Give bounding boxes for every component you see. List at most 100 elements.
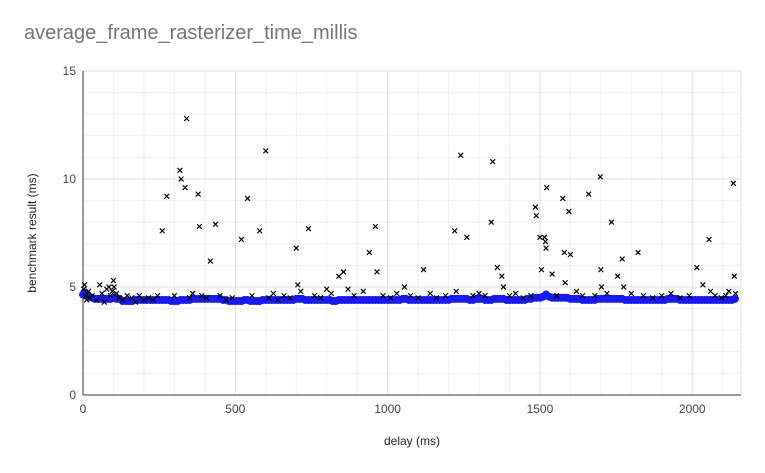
sample-point	[543, 184, 550, 191]
x-tick-label: 0	[80, 402, 87, 416]
sample-point	[415, 294, 421, 301]
sample-point	[360, 288, 367, 295]
sample-point	[700, 282, 706, 288]
sample-point	[658, 292, 665, 299]
sample-point	[731, 273, 738, 280]
sample-point	[203, 294, 210, 301]
sample-point	[93, 297, 100, 303]
sample-point	[317, 294, 324, 301]
sample-point	[464, 234, 470, 241]
sample-point	[178, 176, 184, 182]
sample-point	[677, 294, 683, 301]
sample-point	[119, 297, 126, 303]
sample-point	[80, 286, 87, 292]
sample-point	[393, 290, 400, 297]
sample-point	[238, 236, 245, 243]
sample-point	[482, 292, 488, 299]
sample-point	[163, 193, 170, 200]
sample-point	[732, 290, 739, 297]
y-tick-label: 10	[63, 172, 77, 186]
sample-point	[380, 292, 386, 299]
sample-point	[244, 195, 251, 202]
axes	[82, 71, 741, 396]
sample-point	[442, 292, 449, 299]
sample-point	[150, 297, 156, 303]
grid-major	[83, 70, 742, 395]
sample-point	[177, 167, 183, 174]
sample-point	[470, 292, 476, 299]
sample-point	[294, 282, 301, 288]
sample-point	[171, 292, 178, 299]
sample-point	[374, 269, 380, 275]
sample-point	[297, 288, 304, 295]
x-tick-label: 500	[225, 402, 245, 416]
sample-point	[549, 271, 555, 277]
sample-point	[532, 204, 539, 210]
sample-point	[712, 292, 718, 299]
sample-point	[476, 290, 482, 297]
sample-point	[451, 228, 458, 234]
sample-point	[597, 174, 604, 180]
y-tick-label: 15	[63, 64, 77, 78]
sample-point	[686, 292, 693, 299]
sample-point	[293, 245, 300, 251]
sample-point	[132, 299, 139, 305]
sample-point	[182, 184, 188, 191]
sample-point	[500, 284, 507, 290]
sample-point	[579, 292, 586, 299]
sample-point	[106, 284, 112, 290]
sample-point	[541, 234, 548, 241]
sample-point	[559, 195, 566, 202]
sample-point	[212, 221, 219, 228]
sample-point	[96, 282, 103, 288]
x-tick-label: 2000	[679, 402, 706, 416]
sample-point	[262, 148, 269, 154]
sample-point	[628, 290, 635, 297]
sample-point	[270, 290, 277, 297]
y-tick-label: 5	[69, 280, 76, 294]
sample-point	[718, 294, 725, 301]
chart-title: average_frame_rasterizer_time_millis	[24, 22, 358, 44]
sample-point	[372, 223, 379, 230]
sample-point	[336, 273, 342, 280]
sample-point	[543, 245, 549, 251]
sample-point	[707, 288, 714, 295]
sample-point	[101, 299, 108, 305]
sample-point	[351, 292, 357, 299]
sample-point	[453, 288, 459, 295]
sample-point	[159, 228, 166, 234]
tick-labels: 0 500 1000 1500 2000 0 5 10 15	[63, 64, 706, 416]
sample-point	[537, 234, 543, 241]
sample-point	[110, 277, 117, 284]
sample-point	[82, 292, 89, 299]
sample-point	[154, 292, 161, 299]
sample-point	[585, 191, 592, 197]
sample-point	[229, 294, 236, 301]
sample-point	[722, 292, 729, 299]
x-tick-label: 1000	[374, 402, 401, 416]
sample-point	[113, 290, 120, 297]
sample-point	[401, 284, 408, 290]
sample-point	[195, 191, 201, 197]
sample-point	[494, 264, 501, 271]
sample-point	[591, 292, 598, 299]
sample-point	[620, 284, 627, 290]
sample-point	[619, 256, 626, 262]
sample-point	[668, 290, 674, 297]
sample-point	[488, 219, 495, 226]
sample-point	[145, 294, 152, 301]
sample-point	[207, 258, 214, 264]
y-tick-label: 0	[69, 388, 76, 402]
sample-point	[189, 290, 196, 297]
sample-point	[499, 273, 505, 280]
sample-point	[256, 228, 263, 234]
sample-point	[730, 180, 737, 187]
sample-point	[694, 264, 700, 271]
sample-point	[186, 294, 193, 301]
sample-point	[567, 251, 574, 258]
sample-point	[107, 292, 114, 299]
sample-point	[512, 290, 519, 297]
sample-point	[598, 266, 604, 273]
sample-point	[223, 297, 230, 303]
